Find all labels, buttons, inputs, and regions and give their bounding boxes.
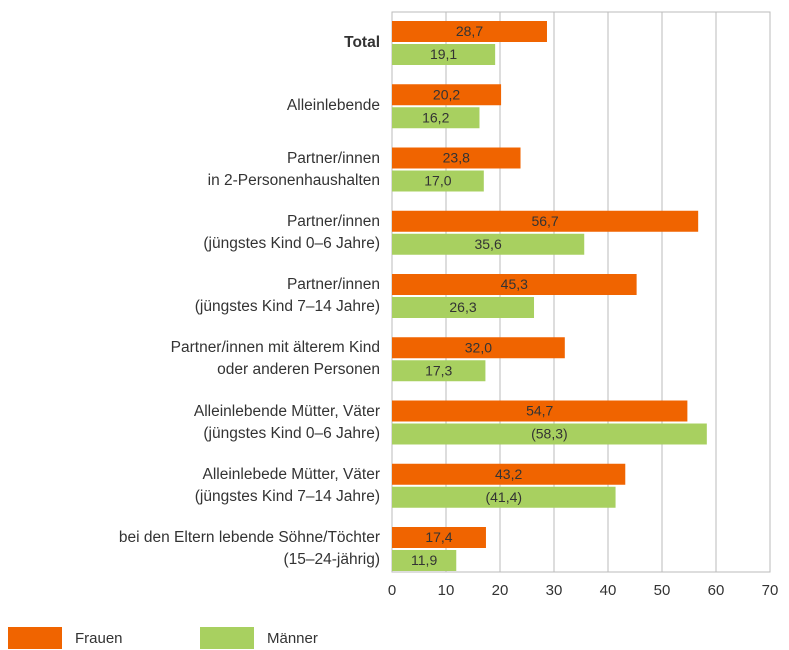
x-tick-label: 40: [600, 582, 617, 599]
bar: [392, 486, 616, 508]
bar: [392, 360, 486, 382]
value-label: 20,2: [433, 86, 460, 102]
bar: [392, 463, 626, 485]
bar: [392, 274, 637, 295]
value-label: 32,0: [465, 339, 492, 355]
category-label: Partner/innen (jüngstes Kind 0–6 Jahre): [203, 212, 380, 252]
bar: [392, 400, 688, 422]
x-tick-label: 20: [492, 582, 509, 599]
category-label: bei den Eltern lebende Söhne/Töchter (15…: [118, 529, 380, 568]
value-label: (41,4): [485, 489, 522, 505]
x-tick-label: 70: [762, 582, 779, 599]
value-label: 11,9: [411, 552, 437, 568]
x-tick-label: 10: [438, 582, 455, 599]
value-label: (58,3): [531, 426, 568, 442]
bar: [392, 21, 547, 42]
legend-label: Männer: [267, 630, 318, 647]
value-label: 54,7: [526, 403, 553, 419]
category-label: Partner/innen in 2-Personenhaushalten: [207, 149, 380, 189]
category-label: Alleinlebede Mütter, Väter (jüngstes Kin…: [194, 465, 380, 505]
x-tick-label: 0: [388, 582, 396, 599]
category-label: Total: [344, 34, 380, 51]
bar: [392, 297, 535, 318]
bar: [392, 233, 585, 255]
value-label: 35,6: [474, 236, 501, 252]
value-label: 23,8: [443, 150, 470, 166]
legend-swatch: [8, 627, 62, 649]
bar: [392, 44, 496, 65]
bar: [392, 170, 484, 192]
x-tick-label: 30: [546, 582, 563, 599]
bar: [392, 337, 565, 359]
bar: [392, 527, 486, 548]
value-label: 43,2: [495, 466, 522, 482]
bar: [392, 84, 502, 106]
bar: [392, 423, 707, 445]
value-label: 17,0: [424, 173, 451, 189]
category-label: Alleinlebende: [286, 97, 380, 115]
legend-swatch: [200, 627, 254, 649]
value-label: 45,3: [501, 276, 528, 292]
category-label: Alleinlebende Mütter, Väter (jüngstes Ki…: [193, 402, 380, 442]
bar: [392, 210, 699, 232]
value-label: 19,1: [430, 46, 457, 62]
value-label: 56,7: [531, 213, 558, 229]
value-label: 17,3: [425, 362, 452, 378]
x-tick-label: 50: [654, 582, 671, 599]
legend-label: Frauen: [75, 630, 123, 647]
category-label: Partner/innen mit älterem Kind oder ande…: [170, 339, 380, 379]
bar: [392, 550, 457, 571]
value-label: 26,3: [449, 299, 476, 315]
category-label: Partner/innen (jüngstes Kind 7–14 Jahre): [194, 276, 380, 315]
bar: [392, 107, 480, 129]
value-label: 17,4: [425, 529, 452, 545]
x-tick-label: 60: [708, 582, 725, 599]
bar: [392, 147, 521, 169]
value-label: 28,7: [456, 23, 483, 39]
value-label: 16,2: [422, 109, 449, 125]
